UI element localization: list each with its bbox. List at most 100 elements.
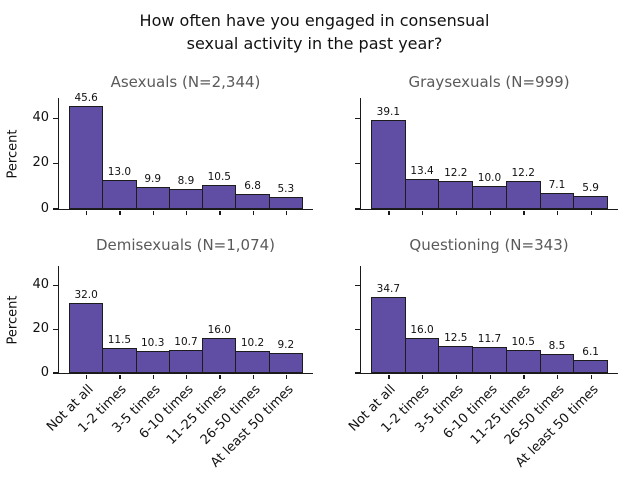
- bar-value-label: 11.7: [477, 333, 502, 346]
- bar: [268, 197, 303, 209]
- subplot-questioning: Questioning (N=343) 34.7 Not at all 16.0 1-…: [315, 230, 629, 484]
- y-tick: [52, 208, 58, 210]
- bar: [102, 347, 137, 373]
- bar: [371, 120, 406, 209]
- y-tick: [52, 163, 58, 165]
- x-tick: [489, 210, 491, 215]
- subplot-grid: Asexuals (N=2,344) Percent 45.6 13.0 9.9 8.…: [0, 62, 629, 484]
- y-tick: [52, 117, 58, 120]
- x-tick: [523, 210, 525, 215]
- x-tick: [252, 374, 254, 379]
- bar: [404, 178, 440, 209]
- y-tick-label: 20: [32, 155, 49, 171]
- x-tick: [86, 210, 88, 215]
- x-tick: [523, 374, 525, 379]
- y-tick-label: 40: [32, 277, 49, 293]
- y-tick-label: 0: [40, 364, 49, 380]
- bar: [438, 181, 474, 209]
- bar-value-label: 7.1: [548, 178, 566, 191]
- bar-value-label: 10.5: [511, 336, 535, 349]
- bar: [69, 303, 104, 373]
- x-tick: [186, 210, 188, 215]
- plot-area-demisexuals: 32.0 Not at all 11.5 1-2 times 10.3 3-5 times…: [32, 266, 313, 471]
- bar: [102, 179, 137, 209]
- bar-value-label: 45.6: [74, 91, 98, 104]
- x-tick: [186, 374, 188, 379]
- bar: [371, 297, 406, 373]
- bar-value-label: 8.9: [177, 174, 195, 187]
- subplot-graysexuals: Graysexuals (N=999) 39.1 13.4 12.2 10.0 12.2…: [315, 62, 629, 230]
- x-tick: [388, 210, 390, 215]
- bar-value-label: 9.9: [144, 172, 162, 185]
- y-tick-label: 40: [32, 109, 49, 125]
- x-tick: [422, 374, 424, 379]
- subplot-title-questioning: Questioning (N=343): [409, 236, 569, 254]
- bar-value-label: 12.2: [511, 167, 535, 180]
- bar: [168, 188, 204, 209]
- y-tick: [52, 372, 58, 374]
- bar-value-label: 10.0: [477, 172, 502, 185]
- x-tick: [590, 210, 592, 215]
- y-axis-label: Percent: [5, 129, 21, 179]
- bar: [472, 347, 507, 373]
- x-tick: [119, 374, 121, 379]
- bar-value-label: 12.2: [444, 167, 468, 180]
- y-tick-label: 20: [32, 320, 49, 336]
- x-tick: [285, 210, 288, 215]
- bar-value-label: 10.5: [207, 171, 231, 184]
- plot-area-graysexuals: 39.1 13.4 12.2 10.0 12.2 7.1 5.9: [354, 98, 618, 215]
- bar: [168, 349, 204, 373]
- bar-value-label: 6.8: [244, 179, 261, 192]
- bar-value-label: 10.2: [240, 336, 265, 349]
- x-tick: [252, 210, 254, 215]
- x-tick: [489, 374, 491, 379]
- bar-value-label: 10.3: [141, 336, 165, 349]
- bar: [268, 352, 303, 373]
- bar: [539, 192, 575, 209]
- bar: [69, 105, 104, 209]
- bar-value-label: 5.3: [277, 183, 295, 195]
- subplot-asexuals: Asexuals (N=2,344) Percent 45.6 13.0 9.9 8.…: [0, 62, 315, 230]
- bar-value-label: 10.7: [174, 335, 198, 348]
- y-tick-label: 0: [40, 200, 49, 216]
- x-tick: [152, 210, 154, 215]
- bar-value-label: 12.5: [444, 331, 468, 344]
- x-tick: [219, 374, 221, 379]
- bar-value-label: 13.4: [410, 164, 434, 177]
- bar-value-label: 16.0: [207, 324, 231, 337]
- bar-value-label: 16.0: [410, 324, 434, 337]
- x-tick: [455, 210, 458, 215]
- x-tick: [86, 374, 88, 379]
- bar: [505, 350, 541, 373]
- y-tick: [354, 328, 360, 331]
- x-tick: [590, 374, 592, 379]
- y-tick: [354, 208, 360, 210]
- x-tick: [556, 374, 559, 379]
- bar: [404, 338, 440, 373]
- bar: [472, 186, 507, 209]
- bar: [135, 350, 170, 373]
- bar: [235, 193, 270, 209]
- plot-area-questioning: 34.7 Not at all 16.0 1-2 times 12.5 3-5 times…: [346, 266, 618, 471]
- bar: [202, 338, 237, 373]
- bar-value-label: 8.5: [548, 340, 566, 353]
- bar-value-label: 9.2: [277, 338, 295, 351]
- y-tick: [354, 285, 360, 287]
- figure-title: How often have you engaged in consensual…: [139, 11, 490, 53]
- bar: [135, 186, 170, 209]
- bar-value-label: 32.0: [74, 289, 98, 302]
- bar-value-label: 11.5: [107, 333, 132, 346]
- x-tick: [556, 210, 559, 215]
- bar: [235, 350, 270, 373]
- y-tick: [52, 285, 58, 287]
- x-tick: [388, 374, 390, 379]
- x-tick: [422, 210, 424, 215]
- subplot-title-demisexuals: Demisexuals (N=1,074): [95, 236, 276, 254]
- y-tick: [354, 372, 360, 374]
- bar: [573, 359, 608, 373]
- subplot-demisexuals: Demisexuals (N=1,074) Percent 32.0 Not at…: [0, 230, 315, 484]
- y-tick: [52, 328, 58, 331]
- x-tick: [119, 210, 121, 215]
- bar-value-label: 13.0: [107, 165, 132, 178]
